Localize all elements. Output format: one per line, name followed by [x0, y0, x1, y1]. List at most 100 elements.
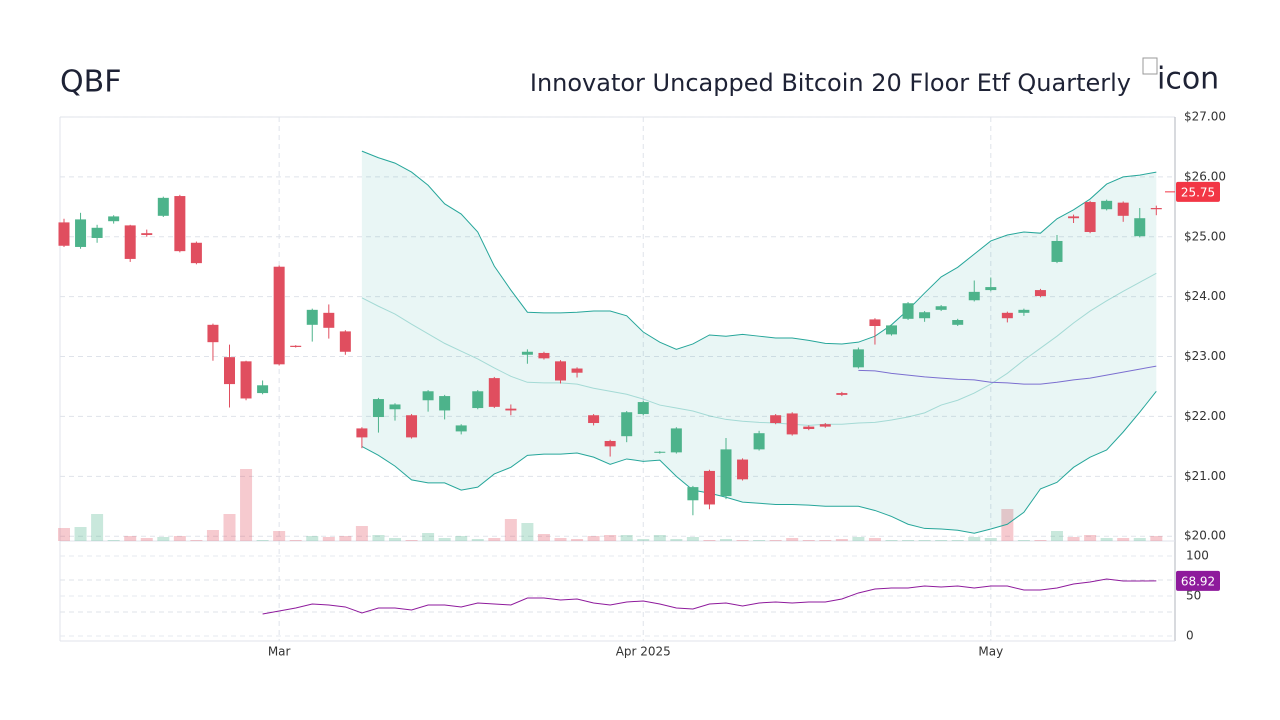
volume-bar [173, 536, 186, 541]
volume-bar [786, 538, 799, 541]
volume-bar [670, 539, 683, 541]
candle-body [323, 312, 335, 328]
band-fill [361, 151, 1157, 534]
candle-body [836, 393, 848, 395]
chart-title: Innovator Uncapped Bitcoin 20 Floor Etf … [530, 69, 1131, 97]
volume-bar [769, 540, 782, 541]
candle-body [174, 196, 186, 252]
candle-body [1084, 202, 1096, 232]
volume-bar [653, 535, 666, 541]
volume-bar [951, 540, 964, 541]
rsi-tick-label: 50 [1186, 589, 1201, 603]
candle-body [803, 426, 815, 430]
candle-body [919, 312, 931, 319]
candle-body [439, 396, 451, 411]
candle-body [290, 345, 302, 347]
volume-bar [405, 540, 418, 541]
candle-body [968, 291, 980, 301]
candle-body [306, 309, 318, 325]
candle-body [389, 404, 401, 410]
volume-bar [140, 538, 153, 541]
candle-body [455, 425, 467, 432]
rsi-last-label: 68.92 [1181, 574, 1215, 588]
candle-body [1034, 290, 1046, 297]
candle-body [720, 449, 732, 497]
y-tick-label: $23.00 [1184, 349, 1226, 363]
volume-bar [1051, 531, 1063, 541]
candle-body [240, 361, 252, 399]
candle-body [952, 320, 964, 325]
volume-bar [74, 527, 87, 541]
volume-bar [355, 526, 368, 541]
volume-bar [455, 536, 468, 541]
volume-bar [256, 540, 269, 541]
volume-bar [1017, 540, 1030, 541]
candle-body [339, 331, 351, 352]
volume-bar [620, 535, 633, 541]
bollinger-lower [361, 390, 1157, 534]
candle-body [505, 408, 517, 411]
volume-bar [1034, 540, 1047, 541]
candle-body [935, 306, 947, 310]
last-price-box [1176, 181, 1220, 202]
volume-bar [322, 537, 335, 541]
candle-body [472, 391, 484, 409]
candle-body [1068, 216, 1080, 219]
volume-bar [587, 536, 600, 541]
volume-bar [240, 469, 253, 541]
candle-body [108, 216, 120, 222]
x-tick-label: Mar [268, 645, 291, 659]
volume-bar [124, 536, 137, 541]
volume-bar [554, 538, 567, 541]
symbol: QBF [60, 65, 121, 100]
candle-body [555, 361, 566, 381]
bollinger-middle [361, 272, 1157, 426]
candle-body [852, 349, 864, 368]
candle-body [1117, 202, 1129, 216]
volume-bar [736, 540, 749, 541]
candle-body [1001, 312, 1013, 319]
candle-body [356, 428, 368, 438]
last-price-label: 25.75 [1181, 185, 1215, 199]
candle-body [869, 319, 881, 327]
icon-alt: icon [1157, 62, 1219, 97]
candle-body [604, 440, 616, 447]
moving-average [858, 365, 1157, 385]
y-tick-label: $27.00 [1184, 110, 1226, 124]
candle-body [753, 433, 765, 450]
candle-body [157, 197, 169, 216]
volume-bar [1150, 536, 1163, 541]
rsi-tick-label: 0 [1186, 629, 1194, 643]
volume-bar [703, 540, 716, 541]
candle-body [588, 415, 600, 424]
candle-body [372, 399, 384, 418]
candle-body [621, 412, 633, 437]
candle-body [985, 287, 997, 291]
candle-body [190, 242, 202, 264]
volume-bar [885, 540, 898, 541]
volume-bar [306, 536, 319, 541]
volume-bar [1117, 538, 1130, 541]
volume-bar [571, 539, 584, 541]
volume-bar [190, 540, 203, 541]
y-tick-label: $21.00 [1184, 469, 1226, 483]
volume-bar [504, 519, 517, 541]
bollinger-upper [361, 150, 1157, 350]
volume-bar [273, 531, 286, 541]
volume-bar [339, 536, 352, 541]
volume-bar [521, 523, 534, 541]
candle-body [1134, 218, 1146, 237]
volume-bar [935, 540, 948, 541]
volume-bar [686, 537, 699, 541]
candle-body [521, 351, 533, 355]
candle-body [687, 487, 699, 501]
y-tick-label: $20.00 [1184, 529, 1226, 543]
candle-body [1051, 240, 1063, 262]
candle-body [124, 225, 136, 259]
y-tick-label: $26.00 [1184, 169, 1226, 183]
candle-body [571, 368, 583, 373]
volume-bar [91, 514, 104, 541]
volume-bar [438, 538, 451, 541]
candle-body [670, 428, 682, 453]
